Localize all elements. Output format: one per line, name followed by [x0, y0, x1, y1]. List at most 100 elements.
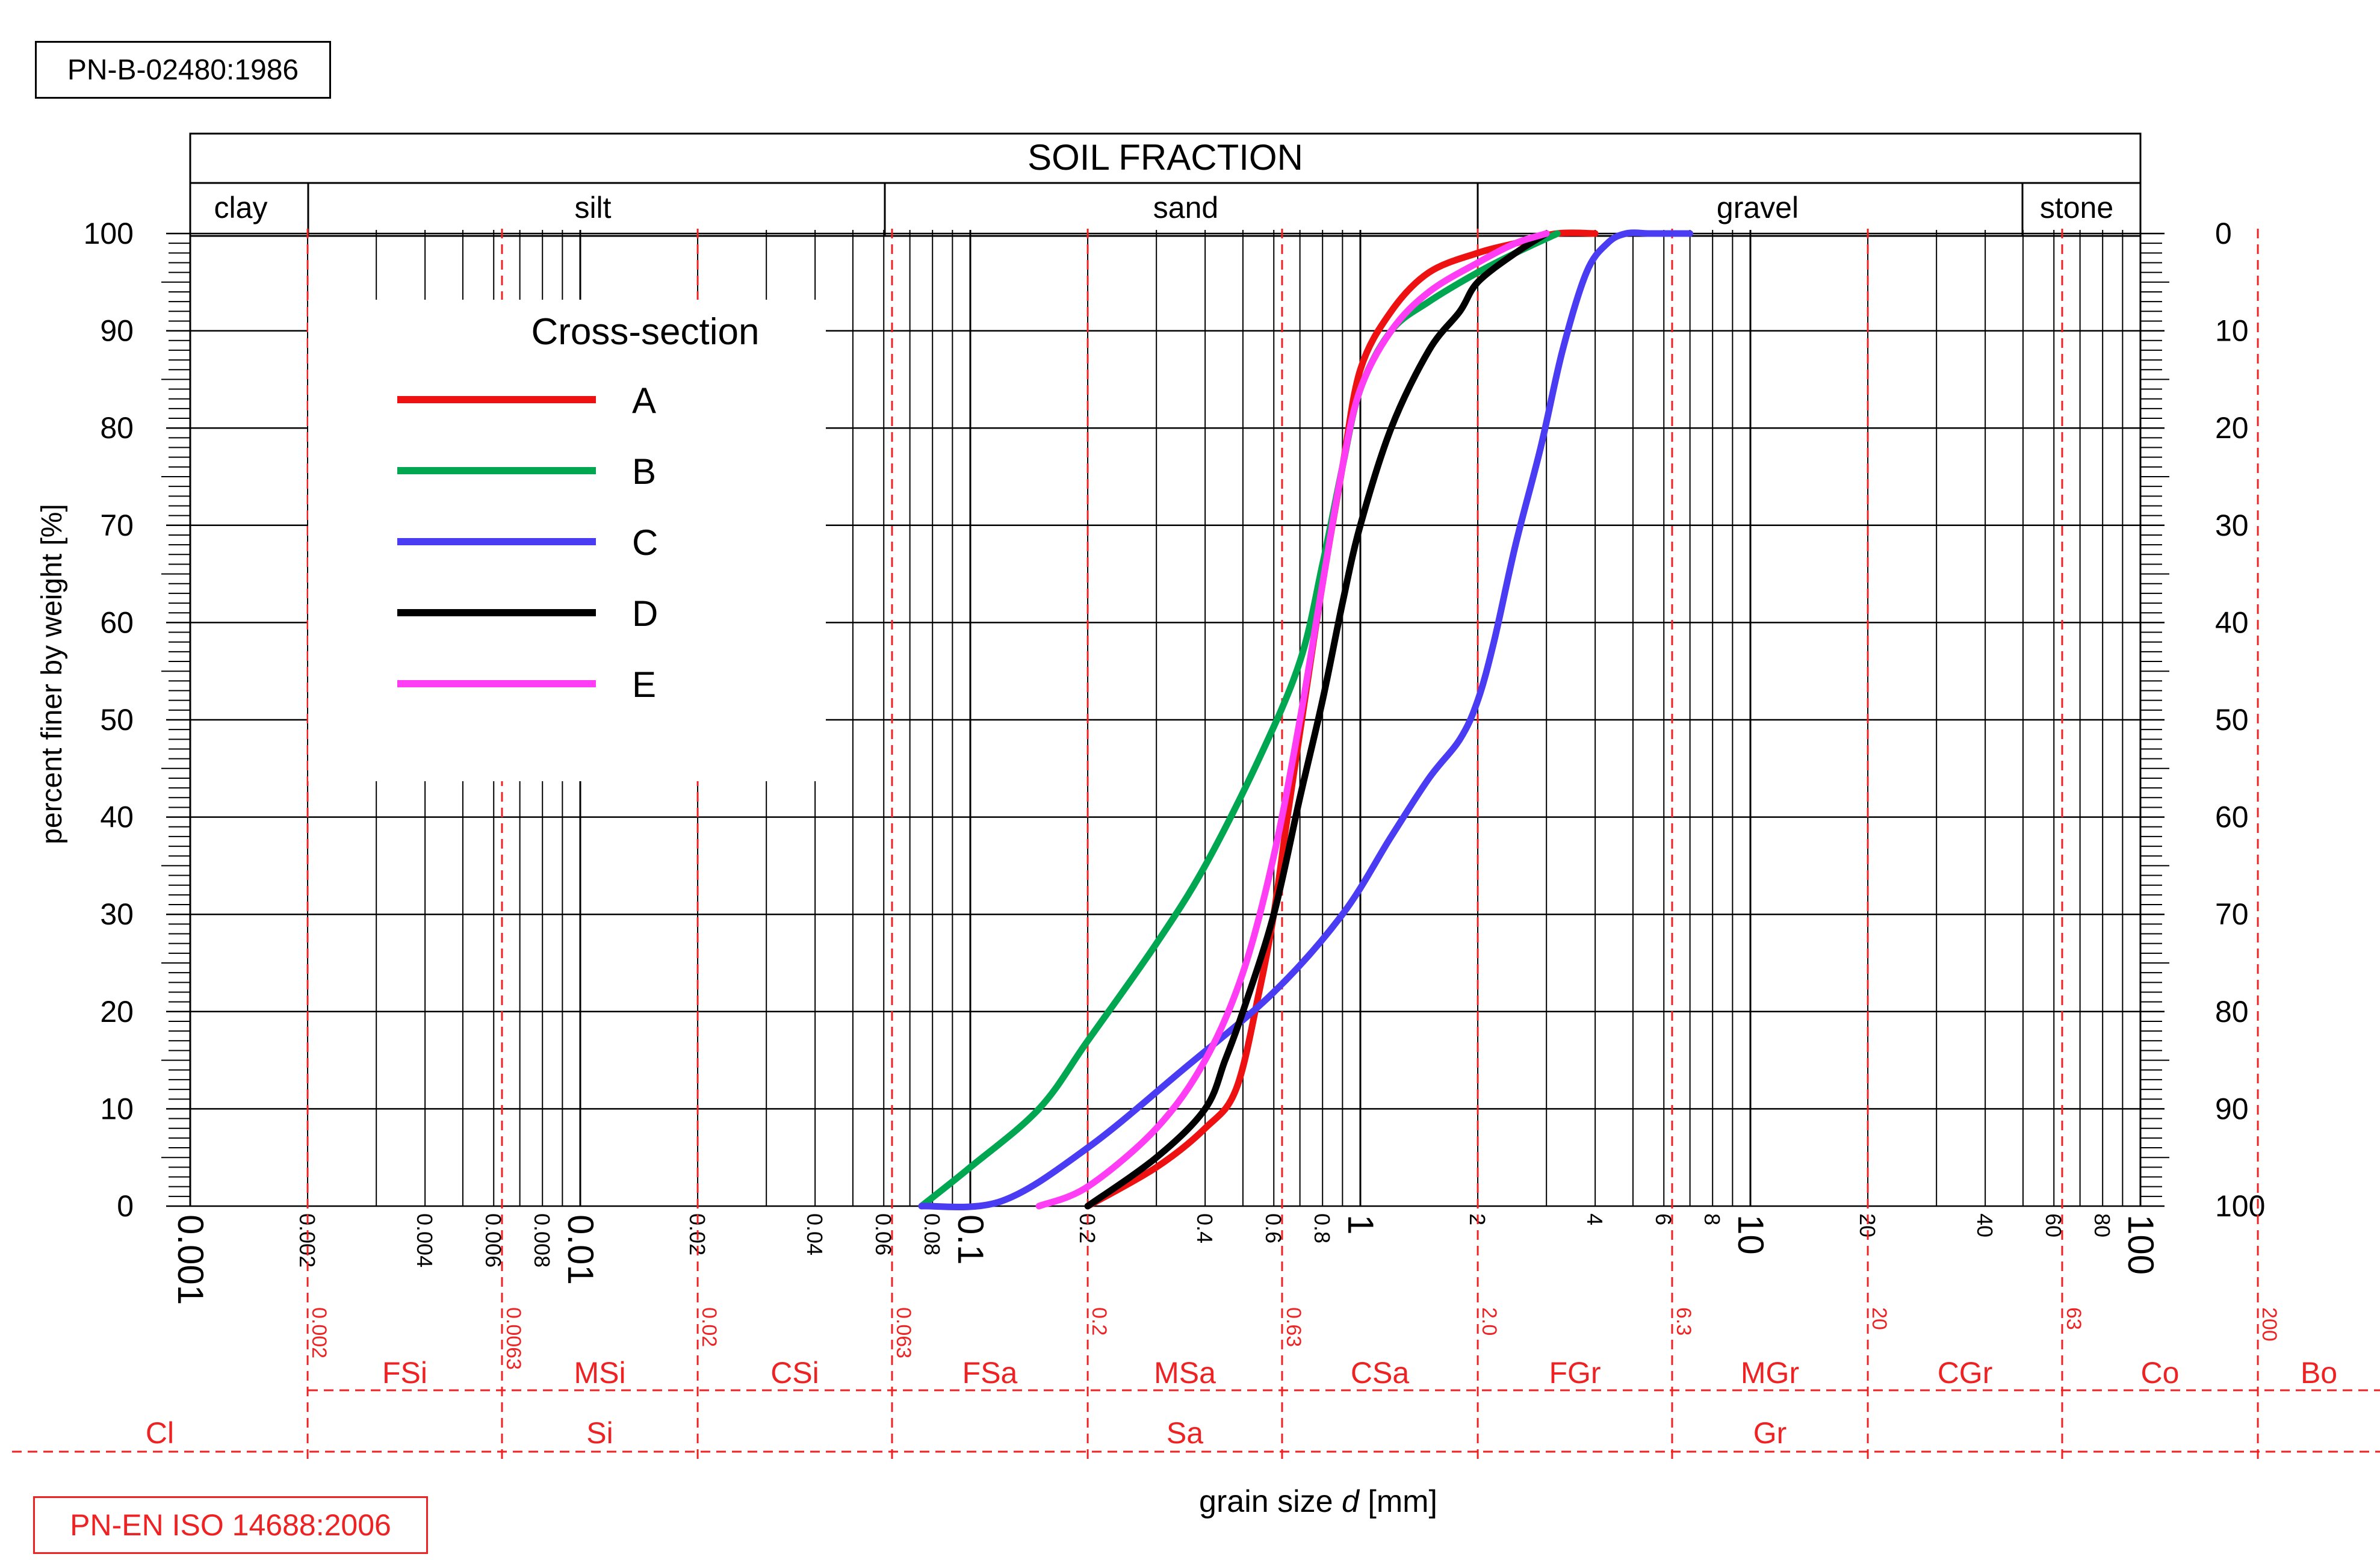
iso-subfraction-label: MSi — [574, 1356, 625, 1390]
iso-main-label: Sa — [1167, 1416, 1203, 1450]
x-major-tick-label: 0.01 — [560, 1215, 601, 1285]
y-tick-label-right: 60 — [2215, 800, 2249, 834]
x-axis-label: grain size d [mm] — [1199, 1484, 1437, 1519]
x-minor-tick-label: 8 — [1700, 1213, 1725, 1225]
x-minor-tick: 0.8 — [1310, 1213, 1334, 1243]
y-tick-label-right: 10 — [2215, 314, 2249, 348]
x-major-tick-label: 10 — [1731, 1215, 1771, 1255]
x-minor-tick: 40 — [1972, 1213, 1997, 1237]
iso-boundary: 6.3 — [1672, 1307, 1695, 1336]
iso-subfraction-label: CGr — [1938, 1356, 1993, 1390]
y-tick-label: 30 — [100, 897, 134, 931]
x-minor-tick-label: 0.4 — [1192, 1213, 1217, 1243]
curve-d — [1084, 230, 1550, 1210]
legend-label-b: B — [632, 451, 656, 492]
y-tick-label: 0 — [117, 1189, 134, 1223]
standard-pn-b-label: PN-B-02480:1986 — [35, 41, 331, 99]
y-tick-label-right: 50 — [2215, 703, 2249, 737]
iso-main-label: Si — [586, 1416, 613, 1450]
iso-boundary-label: 2.0 — [1478, 1307, 1501, 1336]
x-minor-tick: 0.08 — [920, 1213, 944, 1255]
iso-boundary: 20 — [1868, 1307, 1891, 1330]
iso-subfraction-label: Co — [2141, 1356, 2180, 1390]
x-minor-tick-label: 0.08 — [920, 1213, 944, 1255]
x-major-tick-label: 1 — [1340, 1215, 1381, 1234]
x-major-tick-label: 0.1 — [950, 1215, 991, 1264]
iso-subfraction-label: MSa — [1154, 1356, 1216, 1390]
iso-boundary-label: 0.2 — [1088, 1307, 1111, 1336]
iso-boundary-label: 200 — [2258, 1307, 2281, 1342]
x-major-tick: 1 — [1340, 1215, 1381, 1234]
y-tick-label: 60 — [100, 605, 134, 639]
x-minor-tick-label: 4 — [1582, 1213, 1607, 1225]
iso-boundary: 200 — [2258, 1307, 2281, 1342]
iso-boundary-label: 0.63 — [1282, 1307, 1305, 1347]
x-major-tick: 100 — [2121, 1215, 2161, 1275]
y-tick-label-right: 80 — [2215, 995, 2249, 1029]
iso-boundary: 0.0063 — [502, 1307, 525, 1370]
y-tick-label: 80 — [100, 411, 134, 445]
fraction-silt: silt — [574, 191, 611, 224]
x-major-tick: 0.1 — [950, 1215, 991, 1264]
iso-subfraction-label: CSi — [770, 1356, 819, 1390]
x-minor-tick-label: 40 — [1972, 1213, 1997, 1237]
x-minor-tick-label: 0.004 — [412, 1213, 437, 1268]
legend-title: Cross-section — [531, 311, 760, 353]
y-tick-label-right: 90 — [2215, 1092, 2249, 1125]
soil-fraction-title: SOIL FRACTION — [1027, 137, 1303, 178]
x-minor-tick: 0.004 — [412, 1213, 437, 1268]
iso-boundary-label: 0.002 — [308, 1307, 330, 1358]
iso-boundary-label: 20 — [1868, 1307, 1891, 1330]
iso-subfraction-label: Bo — [2301, 1356, 2337, 1390]
legend-label-a: A — [632, 380, 656, 421]
fraction-sand: sand — [1153, 191, 1218, 224]
x-major-tick: 0.01 — [560, 1215, 601, 1285]
en-iso-classification: 0.002 0.0063 0.02 0.063 0.2 0.63 2.0 6.3 20 63 200… — [12, 229, 2380, 1460]
iso-main-label: Gr — [1753, 1416, 1787, 1450]
y-tick-label-right: 20 — [2215, 411, 2249, 445]
legend-label-d: D — [632, 593, 658, 634]
standard-en-iso-label: PN-EN ISO 14688:2006 — [33, 1496, 428, 1554]
fraction-clay: clay — [214, 191, 268, 224]
y-tick-label: 40 — [100, 800, 134, 834]
iso-subfraction-label: FSa — [962, 1356, 1018, 1390]
x-minor-tick-label: 0.8 — [1310, 1213, 1334, 1243]
iso-boundary: 0.02 — [698, 1307, 721, 1347]
x-major-tick: 10 — [1731, 1215, 1771, 1255]
x-major-tick-label: 100 — [2121, 1215, 2161, 1275]
x-minor-tick-label: 0.008 — [530, 1213, 554, 1268]
y-tick-label: 70 — [100, 509, 134, 542]
curve-c — [918, 229, 1694, 1211]
x-minor-tick: 0.04 — [802, 1213, 827, 1255]
y-tick-label: 100 — [84, 217, 134, 250]
fraction-gravel: gravel — [1717, 191, 1799, 224]
iso-boundary: 0.063 — [892, 1307, 915, 1358]
fraction-stone: stone — [2040, 191, 2113, 224]
iso-boundary: 2.0 — [1478, 1307, 1501, 1336]
y-tick-label: 10 — [100, 1092, 134, 1125]
y-tick-label-right: 30 — [2215, 509, 2249, 542]
iso-subfraction-label: CSa — [1351, 1356, 1409, 1390]
iso-boundary-label: 0.063 — [892, 1307, 915, 1358]
x-minor-tick-label: 0.04 — [802, 1213, 827, 1255]
iso-boundary-label: 0.02 — [698, 1307, 721, 1347]
x-minor-tick-label: 80 — [2090, 1213, 2115, 1237]
grading-curves — [918, 229, 1694, 1211]
curve-e — [1035, 230, 1550, 1210]
iso-boundary: 0.002 — [308, 1307, 330, 1358]
iso-boundary: 0.2 — [1088, 1307, 1111, 1336]
iso-boundary-label: 6.3 — [1672, 1307, 1695, 1336]
x-minor-tick: 6 — [1651, 1213, 1676, 1225]
y-tick-label-right: 0 — [2215, 217, 2232, 250]
curve-b — [918, 230, 1561, 1210]
legend-label-c: C — [632, 522, 658, 563]
x-minor-tick: 0.008 — [530, 1213, 554, 1268]
x-minor-tick: 4 — [1582, 1213, 1607, 1225]
y-tick-label-right: 70 — [2215, 897, 2249, 931]
x-major-tick-label: 0.001 — [170, 1215, 211, 1305]
legend-label-e: E — [632, 664, 656, 705]
y-tick-label: 90 — [100, 314, 134, 348]
